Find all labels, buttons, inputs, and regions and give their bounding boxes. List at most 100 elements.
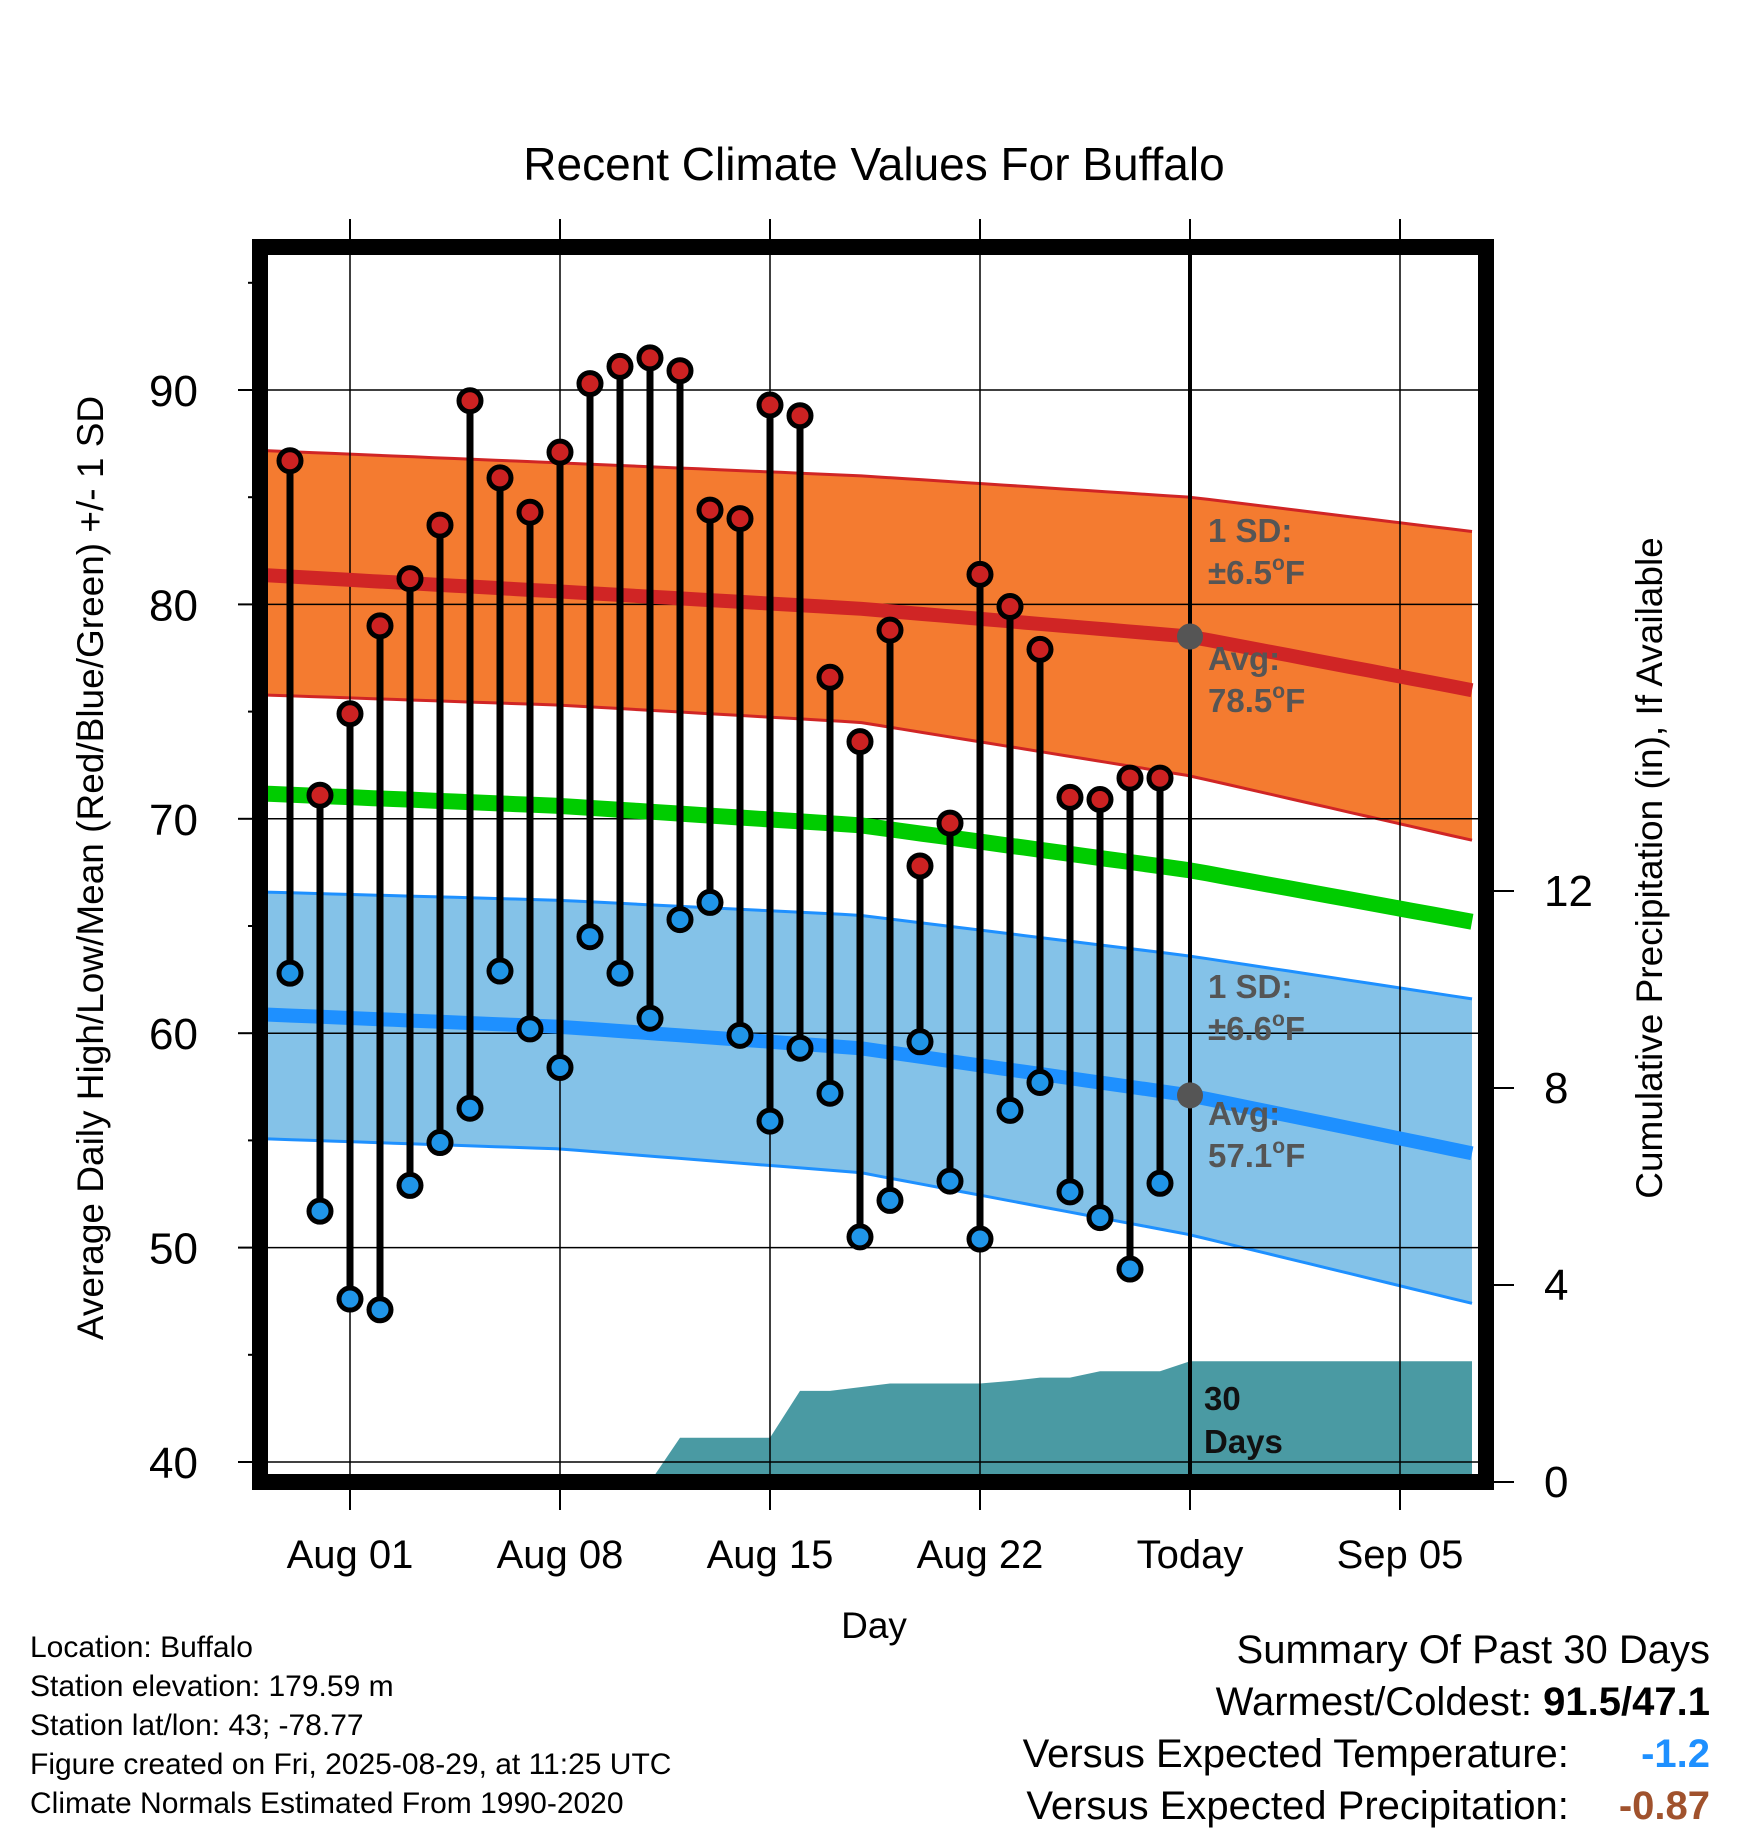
daily-high-point [726, 505, 754, 533]
high-normal-line [260, 567, 1474, 698]
high-sd-band-upper-edge [260, 448, 1473, 533]
precip-days-label-2: Days [1204, 1423, 1283, 1460]
precip-label: Versus Expected Precipitation: [1026, 1784, 1569, 1828]
y-tick-label-right: 4 [1544, 1261, 1568, 1310]
daily-low-point [456, 1094, 484, 1122]
low-sd-annotation-value: ±6.6 [1208, 1010, 1272, 1047]
y-tick-label-left: 50 [149, 1225, 198, 1274]
daily-low-point [816, 1079, 844, 1107]
daily-high-point [576, 370, 604, 398]
daily-high-point [1086, 786, 1114, 814]
daily-high-point [306, 781, 334, 809]
low-avg-annotation: 57.1oF [1208, 1135, 1305, 1174]
x-axis-label: Day [841, 1605, 907, 1646]
daily-high-point [366, 612, 394, 640]
daily-high-point [1056, 783, 1084, 811]
daily-high-point [456, 387, 484, 415]
daily-low-point [846, 1223, 874, 1251]
location-text: Location: Buffalo [30, 1631, 253, 1664]
daily-low-point [426, 1129, 454, 1157]
precip-days-label: 30 [1204, 1380, 1241, 1417]
daily-high-point [1146, 764, 1174, 792]
daily-low-point [966, 1225, 994, 1253]
x-tick-label: Today [1137, 1533, 1244, 1577]
daily-low-point [516, 1015, 544, 1043]
daily-low-point [606, 959, 634, 987]
daily-high-point [546, 438, 574, 466]
high-avg-annotation-label: Avg: [1208, 640, 1280, 677]
daily-low-point [996, 1096, 1024, 1124]
daily-low-point [1086, 1204, 1114, 1232]
summary-warmest-coldest: Warmest/Coldest: 91.5/47.1 [1023, 1676, 1710, 1728]
daily-high-point [1026, 635, 1054, 663]
daily-high-point [396, 565, 424, 593]
high-sd-annotation-label: 1 SD: [1208, 512, 1292, 549]
daily-low-point [1026, 1069, 1054, 1097]
precip-area [260, 1361, 1472, 1482]
daily-high-point [336, 700, 364, 728]
daily-high-point [936, 809, 964, 837]
degree-symbol: o [1272, 680, 1285, 703]
daily-low-point [1116, 1255, 1144, 1283]
daily-low-point [396, 1171, 424, 1199]
daily-low-point [936, 1167, 964, 1195]
daily-high-point [846, 728, 874, 756]
daily-high-point [426, 511, 454, 539]
daily-high-point [486, 464, 514, 492]
elevation-text: Station elevation: 179.59 m [30, 1670, 394, 1703]
low-sd-annotation: ±6.6oF [1208, 1008, 1305, 1047]
high-sd-annotation-value: ±6.5 [1208, 554, 1272, 591]
station-info: Location: Buffalo Station elevation: 179… [30, 1628, 671, 1823]
y-tick-label-right: 0 [1544, 1458, 1568, 1507]
daily-high-point [996, 593, 1024, 621]
daily-low-point [726, 1021, 754, 1049]
daily-low-point [576, 923, 604, 951]
daily-low-point [306, 1197, 334, 1225]
x-tick-label: Aug 22 [917, 1533, 1044, 1577]
daily-low-point [876, 1186, 904, 1214]
summary-precip: Versus Expected Precipitation: -0.87 [1023, 1780, 1710, 1832]
daily-high-point [876, 616, 904, 644]
daily-high-point [756, 391, 784, 419]
daily-low-point [546, 1054, 574, 1082]
daily-high-point [786, 402, 814, 430]
daily-high-point [816, 663, 844, 691]
y-tick-label-left: 40 [149, 1439, 198, 1488]
low-sd-annotation-label: 1 SD: [1208, 968, 1292, 1005]
summary-temp: Versus Expected Temperature: -1.2 [1023, 1728, 1710, 1780]
y-axis-right-label: Cumulative Precipitation (in), If Availa… [1629, 537, 1670, 1199]
temp-value: -1.2 [1641, 1732, 1710, 1776]
x-tick-label: Aug 08 [497, 1533, 624, 1577]
daily-low-point [276, 959, 304, 987]
high-avg-annotation-value: 78.5 [1208, 682, 1272, 719]
daily-low-point [366, 1296, 394, 1324]
daily-low-point [696, 888, 724, 916]
unit-symbol: F [1285, 1137, 1305, 1174]
summary-panel: Summary Of Past 30 Days Warmest/Coldest:… [1023, 1624, 1710, 1832]
daily-low-point [486, 957, 514, 985]
degree-symbol: o [1272, 1008, 1285, 1031]
summary-title: Summary Of Past 30 Days [1236, 1628, 1710, 1672]
unit-symbol: F [1285, 1010, 1305, 1047]
x-tick-label: Aug 15 [707, 1533, 834, 1577]
y-tick-label-left: 70 [149, 796, 198, 845]
precip-value: -0.87 [1618, 1784, 1710, 1828]
today-low-marker [1177, 1082, 1203, 1109]
y-tick-label-left: 80 [149, 581, 198, 630]
daily-high-point [276, 447, 304, 475]
warmest-coldest-label: Warmest/Coldest: [1215, 1680, 1533, 1724]
today-high-marker [1177, 623, 1203, 650]
y-axis-left-label: Average Daily High/Low/Mean (Red/Blue/Gr… [70, 396, 111, 1340]
y-tick-label-right: 12 [1544, 867, 1593, 916]
daily-low-point [906, 1028, 934, 1056]
low-avg-annotation-value: 57.1 [1208, 1137, 1272, 1174]
unit-symbol: F [1285, 682, 1305, 719]
degree-symbol: o [1272, 1135, 1285, 1158]
latlon-text: Station lat/lon: 43; -78.77 [30, 1709, 364, 1742]
daily-high-point [606, 352, 634, 380]
daily-high-point [516, 498, 544, 526]
daily-low-point [666, 906, 694, 934]
daily-high-point [666, 357, 694, 385]
daily-high-point [1116, 764, 1144, 792]
